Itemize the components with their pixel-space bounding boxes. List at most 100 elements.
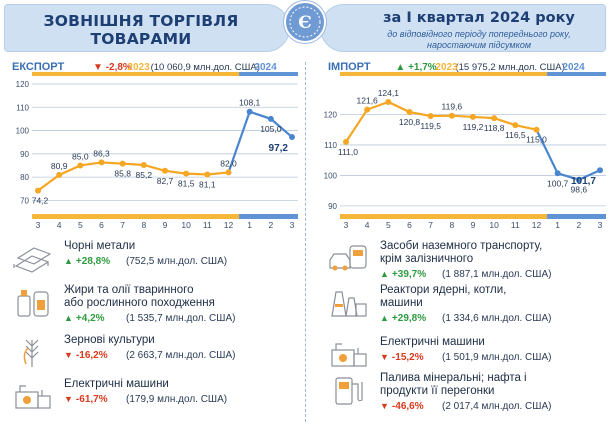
series-line-2024 [535, 129, 601, 181]
x-tick-label: 11 [203, 220, 212, 230]
export-change: ▼ -2,8% [93, 62, 132, 73]
commodity-change-value: +28,8% [75, 256, 111, 267]
x-tick-label: 9 [471, 220, 476, 230]
commodity-stats: ▼ -61,7% (179,9 млн.дол. США) [64, 394, 227, 405]
commodity-change: ▼ -15,2% [380, 352, 442, 363]
data-point [364, 106, 371, 113]
commodity-item: Засоби наземного транспорту, крім залізни… [328, 240, 608, 284]
up-triangle-icon: ▲ [395, 62, 409, 73]
period-subtitle: до відповідного періоду попереднього рок… [361, 29, 597, 51]
commodity-item: Жири та олії тваринного або рослинного по… [12, 284, 292, 328]
commodity-name: Жири та олії тваринного або рослинного по… [64, 284, 215, 310]
commodity-stats: ▼ -46,6% (2 017,4 млн.дол. США) [380, 401, 551, 412]
y-tick-label: 100 [324, 171, 338, 180]
data-point [470, 113, 476, 120]
commodity-value: (179,9 млн.дол. США) [126, 394, 228, 405]
up-triangle-icon: ▲ [64, 313, 73, 323]
logo-letter: Є [298, 13, 312, 33]
commodity-value: (1 535,7 млн.дол. США) [126, 313, 236, 324]
commodity-name-line: машини [380, 297, 423, 309]
x-tick-label: 2 [268, 220, 273, 230]
commodity-change: ▼ -16,2% [64, 350, 126, 361]
x-tick-label: 8 [141, 220, 146, 230]
data-label: 119,6 [442, 102, 463, 112]
commodity-name: Зернові культури [64, 334, 155, 347]
x-tick-label: 4 [365, 220, 370, 230]
data-point [119, 160, 126, 167]
data-label: 105,0 [260, 124, 282, 134]
commodity-change-value: -61,7% [75, 394, 108, 405]
commodity-name: Засоби наземного транспорту, крім залізни… [380, 240, 542, 266]
x-tick-label: 5 [386, 220, 391, 230]
y-tick-label: 110 [324, 141, 337, 150]
commodity-name-line: крім залізничного [380, 253, 474, 265]
data-point [554, 170, 561, 177]
x-tick-label: 4 [57, 220, 62, 230]
export-label: ЕКСПОРТ [12, 61, 65, 73]
commodity-icon-box [328, 240, 370, 274]
commodity-item: Чорні метали ▲ +28,8% (752,5 млн.дол. США) [12, 240, 292, 284]
data-point [98, 159, 105, 166]
commodity-value: (1 334,6 млн.дол. США) [442, 313, 552, 324]
down-triangle-icon: ▼ [93, 62, 106, 73]
commodity-change: ▲ +29,8% [380, 313, 442, 324]
export-change-value: -2,8% [105, 62, 132, 73]
commodity-name: Реактори ядерні, котли, машини [380, 284, 506, 310]
commodity-item: Реактори ядерні, котли, машини ▲ +29,8% (1 3… [328, 284, 608, 328]
commodity-stats: ▼ -15,2% (1 501,9 млн.дол. США) [380, 352, 551, 363]
x-tick-label: 2 [576, 220, 581, 230]
import-total: (15 975,2 млн.дол. США) [455, 62, 565, 73]
commodity-name: Чорні метали [64, 240, 135, 253]
commodity-icon-box [12, 240, 54, 274]
import-change-value: +1,7% [408, 62, 437, 73]
commodity-item: Електричні машини ▼ -15,2% (1 501,9 млн.дол… [328, 336, 608, 380]
commodity-name: Палива мінеральні; нафта і продукти її пе… [380, 372, 527, 398]
data-label: 108,1 [239, 98, 261, 108]
commodity-value: (2 663,7 млн.дол. США) [126, 350, 236, 361]
axis-bar-2024 [547, 214, 606, 219]
commodity-value: (752,5 млн.дол. США) [126, 256, 228, 267]
import-header: ІМПОРТ ▲ +1,7% (15 975,2 млн.дол. США) [328, 61, 565, 73]
period-banner: за І квартал 2024 року до відповідного п… [320, 4, 606, 52]
commodity-value: (2 017,4 млн.дол. США) [442, 401, 552, 412]
commodity-stats: ▲ +4,2% (1 535,7 млн.дол. США) [64, 313, 235, 324]
down-triangle-icon: ▼ [380, 401, 389, 411]
data-label: 119,2 [463, 122, 484, 132]
period-title: за І квартал 2024 року [383, 10, 575, 26]
data-label: 118,8 [484, 123, 505, 133]
commodity-change-value: +39,7% [391, 269, 427, 280]
down-triangle-icon: ▼ [64, 350, 73, 360]
commodity-name-line: Палива мінеральні; нафта і [380, 372, 527, 384]
reactor-icon [331, 291, 367, 317]
title-line-2: ТОВАРАМИ [90, 30, 192, 48]
commodity-change-value: -16,2% [75, 350, 108, 361]
export-items: Чорні метали ▲ +28,8% (752,5 млн.дол. США) Ж… [12, 232, 302, 422]
data-label: 115,0 [526, 135, 547, 145]
data-point [448, 112, 455, 119]
commodity-change: ▼ -61,7% [64, 394, 126, 405]
commodity-name-line: продукти її перегонки [380, 385, 495, 397]
x-tick-label: 6 [99, 220, 104, 230]
commodity-change-value: -15,2% [391, 352, 424, 363]
fuel-pump-icon [335, 377, 363, 405]
y-tick-label: 70 [20, 196, 29, 205]
import-label: ІМПОРТ [328, 61, 371, 73]
x-tick-label: 6 [407, 220, 412, 230]
data-point [512, 122, 519, 129]
data-point [267, 115, 274, 122]
y-tick-label: 90 [328, 202, 337, 211]
commodity-change: ▲ +28,8% [64, 256, 126, 267]
series-line-2023 [345, 100, 537, 143]
commodity-change-value: +4,2% [75, 313, 105, 324]
x-tick-label: 1 [247, 220, 252, 230]
y-tick-label: 100 [16, 127, 30, 136]
commodity-value: (1 501,9 млн.дол. США) [442, 352, 552, 363]
x-tick-label: 12 [224, 220, 234, 230]
data-point [343, 138, 349, 145]
axis-bar-2023 [340, 214, 548, 219]
down-triangle-icon: ▼ [64, 394, 73, 404]
data-label: 81,5 [178, 179, 195, 189]
commodity-icon-box [328, 372, 370, 406]
